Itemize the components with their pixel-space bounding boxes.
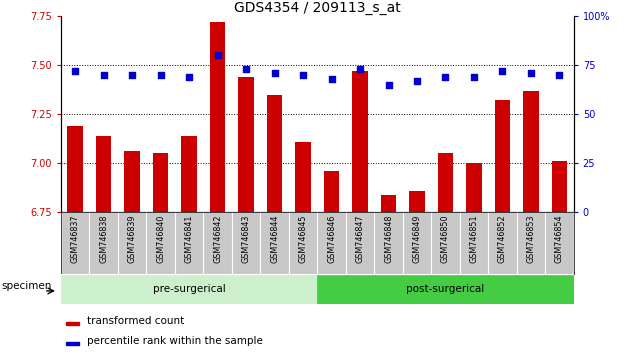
Text: GSM746843: GSM746843 (242, 214, 251, 263)
Bar (466, 163, 482, 212)
Bar (61, 275, 317, 304)
Text: GSM746841: GSM746841 (185, 214, 194, 263)
Bar (267, 95, 283, 212)
Text: GSM746852: GSM746852 (498, 214, 507, 263)
Point (298, 72, 308, 78)
Text: GSM746842: GSM746842 (213, 214, 222, 263)
Bar (181, 136, 197, 212)
Bar (66, 322, 79, 325)
Text: GSM746849: GSM746849 (413, 214, 422, 263)
Point (241, 66, 251, 72)
Text: GSM746837: GSM746837 (71, 214, 79, 263)
Point (184, 74, 194, 80)
Point (70, 68, 80, 74)
Point (526, 70, 536, 76)
Point (99, 72, 109, 78)
Text: GSM746845: GSM746845 (299, 214, 308, 263)
Bar (96, 136, 112, 212)
Text: GSM746851: GSM746851 (469, 214, 478, 263)
Text: post-surgerical: post-surgerical (406, 284, 485, 295)
Point (412, 78, 422, 84)
Bar (552, 161, 567, 212)
Point (212, 52, 222, 58)
Text: transformed count: transformed count (87, 316, 184, 326)
Bar (381, 195, 396, 212)
Point (383, 82, 394, 87)
Text: percentile rank within the sample: percentile rank within the sample (87, 336, 262, 346)
Bar (317, 275, 574, 304)
Bar (324, 171, 339, 212)
Text: pre-surgerical: pre-surgerical (153, 284, 226, 295)
Point (469, 74, 479, 80)
Bar (438, 154, 453, 212)
Point (156, 72, 166, 78)
Point (440, 74, 451, 80)
Text: GSM746853: GSM746853 (526, 214, 535, 263)
Bar (352, 71, 368, 212)
Bar (495, 101, 510, 212)
Bar (523, 91, 539, 212)
Bar (153, 154, 169, 212)
Text: GSM746838: GSM746838 (99, 214, 108, 263)
Title: GDS4354 / 209113_s_at: GDS4354 / 209113_s_at (234, 1, 401, 15)
Bar (124, 152, 140, 212)
Point (269, 70, 279, 76)
Point (127, 72, 137, 78)
Point (497, 68, 508, 74)
Point (326, 76, 337, 82)
Text: GSM746854: GSM746854 (555, 214, 564, 263)
Text: GSM746848: GSM746848 (384, 214, 393, 263)
Bar (66, 342, 79, 345)
Bar (210, 22, 226, 212)
Bar (238, 77, 254, 212)
Text: GSM746846: GSM746846 (327, 214, 336, 263)
Bar (67, 126, 83, 212)
Text: specimen: specimen (1, 281, 51, 291)
Text: GSM746840: GSM746840 (156, 214, 165, 263)
Text: GSM746844: GSM746844 (270, 214, 279, 263)
Point (355, 66, 365, 72)
Text: GSM746847: GSM746847 (356, 214, 365, 263)
Bar (296, 142, 311, 212)
Text: GSM746850: GSM746850 (441, 214, 450, 263)
Point (554, 72, 565, 78)
Bar (409, 191, 425, 212)
Text: GSM746839: GSM746839 (128, 214, 137, 263)
